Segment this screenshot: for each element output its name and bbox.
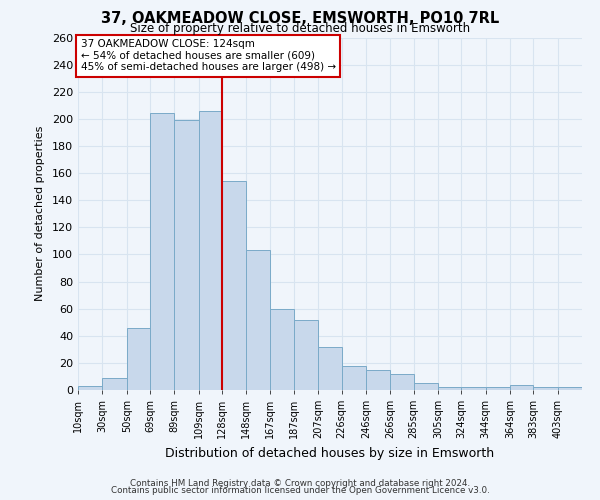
Bar [510,384,533,390]
Bar [485,388,510,390]
Bar [438,388,461,390]
Bar [247,250,269,390]
Bar [413,383,438,390]
Bar [533,388,557,390]
Bar [127,328,150,390]
Bar [341,366,366,390]
Bar [78,386,103,390]
Bar [222,181,247,390]
Text: Contains HM Land Registry data © Crown copyright and database right 2024.: Contains HM Land Registry data © Crown c… [130,478,470,488]
Bar [103,378,127,390]
Bar [557,388,582,390]
Text: 37, OAKMEADOW CLOSE, EMSWORTH, PO10 7RL: 37, OAKMEADOW CLOSE, EMSWORTH, PO10 7RL [101,11,499,26]
Bar [319,346,341,390]
Text: Size of property relative to detached houses in Emsworth: Size of property relative to detached ho… [130,22,470,35]
Bar [366,370,391,390]
Bar [461,388,485,390]
Bar [199,110,222,390]
Text: Contains public sector information licensed under the Open Government Licence v3: Contains public sector information licen… [110,486,490,495]
X-axis label: Distribution of detached houses by size in Emsworth: Distribution of detached houses by size … [166,446,494,460]
Y-axis label: Number of detached properties: Number of detached properties [35,126,45,302]
Bar [269,308,294,390]
Bar [175,120,199,390]
Bar [391,374,413,390]
Text: 37 OAKMEADOW CLOSE: 124sqm
← 54% of detached houses are smaller (609)
45% of sem: 37 OAKMEADOW CLOSE: 124sqm ← 54% of deta… [80,40,335,72]
Bar [150,114,175,390]
Bar [294,320,319,390]
